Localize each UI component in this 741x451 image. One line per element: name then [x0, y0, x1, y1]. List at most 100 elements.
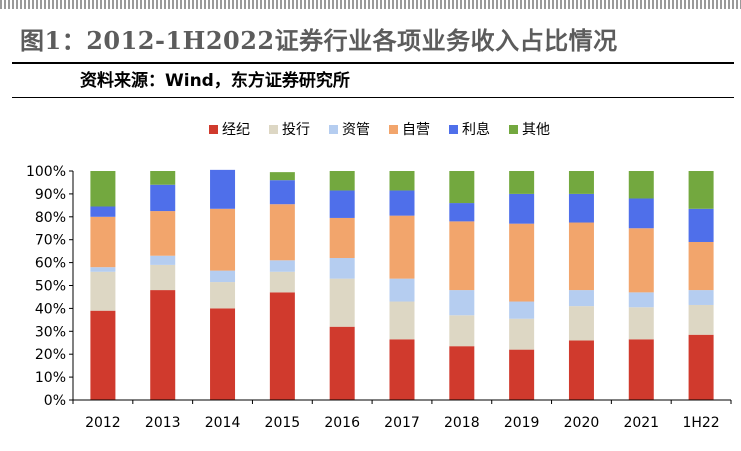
- legend-label-3: 自营: [402, 122, 430, 138]
- bar-segment-7-1: [509, 318, 535, 350]
- bar-segment-1-2: [150, 255, 176, 265]
- bar-segment-5-0: [389, 339, 415, 400]
- legend-swatch-0: [209, 125, 218, 134]
- bar-segment-9-0: [628, 339, 654, 400]
- bar-segment-6-2: [449, 290, 475, 316]
- bar-segment-7-5: [509, 171, 535, 194]
- bar-segment-9-4: [628, 198, 654, 229]
- y-tick-label-5: 50%: [35, 279, 66, 295]
- bar-segment-1-5: [150, 171, 176, 185]
- bar-segment-5-5: [389, 171, 415, 191]
- bar-segment-7-3: [509, 223, 535, 302]
- legend-label-4: 利息: [462, 121, 490, 138]
- bar-segment-9-1: [628, 307, 654, 340]
- y-tick-label-6: 60%: [35, 256, 66, 272]
- bar-segment-6-5: [449, 171, 475, 204]
- bar-segment-8-3: [568, 222, 594, 291]
- title-divider: [12, 62, 734, 64]
- x-tick-label-8: 2020: [564, 415, 600, 431]
- bar-segment-3-3: [269, 204, 295, 261]
- chart-legend: 经纪 投行 资管 自营 利息 其他: [209, 121, 550, 138]
- bar-series-group: [90, 169, 714, 400]
- legend-swatch-5: [509, 125, 518, 134]
- x-tick-label-0: 2012: [85, 415, 121, 431]
- bar-segment-6-4: [449, 203, 475, 222]
- bar-segment-8-0: [568, 340, 594, 400]
- bar-segment-2-3: [210, 208, 236, 271]
- bar-segment-4-4: [329, 190, 355, 218]
- bar-segment-5-4: [389, 190, 415, 216]
- x-tick-label-3: 2015: [265, 415, 301, 431]
- bar-segment-2-2: [210, 270, 236, 283]
- bar-segment-5-1: [389, 301, 415, 340]
- bar-segment-4-3: [329, 217, 355, 259]
- bar-segment-10-5: [688, 171, 714, 209]
- bar-segment-1-3: [150, 211, 176, 256]
- bar-segment-7-4: [509, 193, 535, 224]
- y-tick-label-8: 80%: [35, 210, 66, 226]
- bar-segment-9-2: [628, 292, 654, 308]
- bar-segment-5-2: [389, 278, 415, 302]
- decorative-header-bar: [0, 0, 741, 9]
- bar-segment-0-5: [90, 171, 116, 207]
- y-tick-label-10: 100%: [26, 164, 66, 180]
- bar-segment-9-5: [628, 171, 654, 199]
- bar-segment-5-3: [389, 215, 415, 279]
- y-tick-label-9: 90%: [35, 187, 66, 203]
- legend-swatch-4: [449, 125, 458, 134]
- legend-swatch-2: [329, 125, 338, 134]
- bar-segment-8-2: [568, 290, 594, 307]
- bar-segment-10-2: [688, 290, 714, 305]
- bar-segment-10-3: [688, 241, 714, 291]
- source-divider: [12, 97, 734, 98]
- bar-segment-0-0: [90, 310, 116, 400]
- x-tick-label-6: 2018: [444, 415, 480, 431]
- bar-segment-9-3: [628, 228, 654, 293]
- bar-segment-6-3: [449, 221, 475, 291]
- stacked-bar-chart: 经纪 投行 资管 自营 利息 其他 0% 10% 20% 30% 40% 50% 60% 70% 80% 9…: [0, 100, 741, 447]
- chart-svg: 经纪 投行 资管 自营 利息 其他 0% 10% 20% 30% 40% 50% 60% 70% 80% 9…: [26, 121, 732, 431]
- legend-label-5: 其他: [522, 122, 550, 138]
- bar-segment-0-1: [90, 271, 116, 311]
- bar-segment-0-3: [90, 216, 116, 268]
- legend-label-0: 经纪: [222, 122, 250, 138]
- y-tick-label-7: 70%: [35, 233, 66, 249]
- figure-title: 图1：2012-1H2022证券行业各项业务收入占比情况: [20, 26, 618, 55]
- source-note: 资料来源：Wind，东方证券研究所: [80, 71, 350, 91]
- x-tick-label-4: 2016: [324, 415, 360, 431]
- bar-segment-10-0: [688, 334, 714, 400]
- bar-segment-4-0: [329, 326, 355, 400]
- bar-segment-4-2: [329, 258, 355, 279]
- x-tick-label-2: 2014: [205, 415, 241, 431]
- x-tick-label-7: 2019: [504, 415, 540, 431]
- y-tick-label-4: 40%: [35, 301, 66, 317]
- bar-segment-0-4: [90, 206, 116, 217]
- bar-segment-2-4: [210, 169, 236, 209]
- bar-segment-3-0: [269, 292, 295, 400]
- y-tick-label-1: 10%: [35, 370, 66, 386]
- bar-segment-7-0: [509, 349, 535, 400]
- legend-swatch-1: [269, 125, 278, 134]
- bar-segment-1-4: [150, 184, 176, 212]
- bar-segment-8-1: [568, 306, 594, 341]
- x-tick-label-5: 2017: [384, 415, 420, 431]
- x-tick-label-9: 2021: [623, 415, 659, 431]
- bar-segment-3-4: [269, 180, 295, 205]
- bar-segment-1-0: [150, 290, 176, 400]
- y-tick-label-3: 30%: [35, 324, 66, 340]
- bar-segment-3-2: [269, 260, 295, 272]
- legend-label-2: 资管: [342, 122, 370, 138]
- bar-segment-1-1: [150, 264, 176, 291]
- legend-swatch-3: [389, 125, 398, 134]
- bar-segment-10-4: [688, 208, 714, 242]
- bar-segment-6-1: [449, 315, 475, 347]
- bar-segment-4-5: [329, 171, 355, 191]
- x-tick-label-1: 2013: [145, 415, 181, 431]
- bar-segment-8-5: [568, 171, 594, 194]
- bar-segment-8-4: [568, 193, 594, 223]
- legend-label-1: 投行: [282, 122, 310, 138]
- bar-segment-0-2: [90, 267, 116, 272]
- bar-segment-3-5: [269, 172, 295, 181]
- y-tick-label-0: 0%: [44, 393, 66, 409]
- chart-axes: 0% 10% 20% 30% 40% 50% 60% 70% 80% 90% 100% 2012 201…: [26, 164, 732, 431]
